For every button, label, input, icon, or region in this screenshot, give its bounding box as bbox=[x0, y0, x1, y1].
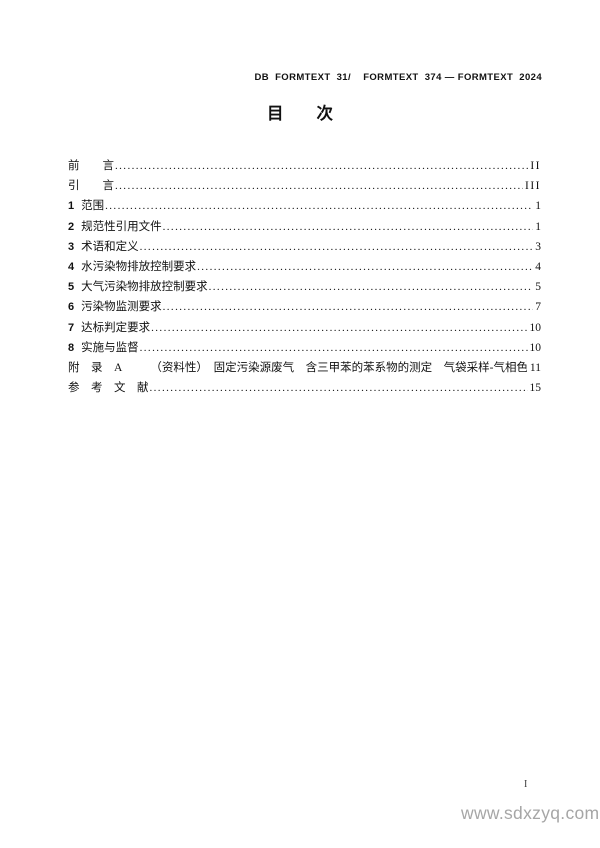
toc-entry[interactable]: 参 考 文 献.................................… bbox=[68, 378, 541, 398]
toc-entry-number: 6 bbox=[68, 301, 75, 314]
toc-entry[interactable]: 7 达标判定要求.................................… bbox=[68, 318, 541, 338]
toc-entry-page-number: 1 bbox=[535, 200, 541, 213]
toc-entry[interactable]: 附 录 A （资料性） 固定污染源废气 含三甲苯的苯系物的测定 气袋采样-气相色… bbox=[68, 358, 541, 378]
toc-entry-page-number: 10 bbox=[529, 341, 542, 354]
toc-dot-leader: ........................................… bbox=[197, 260, 534, 273]
toc-entry-page-number: 15 bbox=[529, 382, 542, 395]
toc-entry[interactable]: 6 污染物监测要求................................… bbox=[68, 297, 541, 317]
toc-entry-page-number: 11 bbox=[529, 361, 541, 374]
toc-entry[interactable]: 前 言.....................................… bbox=[68, 156, 541, 176]
toc-entry-label: 达标判定要求 bbox=[81, 321, 151, 334]
toc-entry-page-number: 1 bbox=[535, 220, 541, 233]
toc-entry-page-number: III bbox=[525, 180, 541, 193]
toc-dot-leader: ........................................… bbox=[149, 382, 528, 395]
toc-dot-leader: ........................................… bbox=[139, 240, 534, 253]
toc-entry-number: 7 bbox=[68, 321, 75, 334]
toc-entry-page-number: 3 bbox=[535, 240, 541, 253]
watermark-url: www.sdxzyq.com bbox=[461, 803, 600, 823]
toc-entry-label: 实施与监督 bbox=[81, 341, 139, 354]
toc-dot-leader: ........................................… bbox=[105, 200, 533, 213]
toc-entry-label: 参 考 文 献 bbox=[68, 382, 149, 395]
toc-dot-leader: ........................................… bbox=[139, 341, 528, 354]
toc-dot-leader: ........................................… bbox=[115, 160, 528, 172]
toc-entry[interactable]: 8 实施与监督..................................… bbox=[68, 338, 541, 358]
toc-entry[interactable]: 5 大气污染物排放控制要求............................… bbox=[68, 277, 541, 297]
footer-page-number: I bbox=[524, 779, 528, 790]
toc-entry-label: 引 言 bbox=[68, 180, 114, 193]
toc-entry-page-number: 5 bbox=[535, 281, 541, 294]
toc-entry-page-number: II bbox=[530, 160, 541, 172]
toc-entry-label: 术语和定义 bbox=[81, 240, 139, 253]
toc-dot-leader: ........................................… bbox=[162, 301, 534, 314]
toc-entry-number: 4 bbox=[68, 260, 75, 273]
toc-entry[interactable]: 4 水污染物排放控制要求.............................… bbox=[68, 257, 541, 277]
toc-dot-leader: ........................................… bbox=[151, 321, 527, 334]
toc-entry-number: 3 bbox=[68, 240, 75, 253]
toc-entry[interactable]: 1 范围.....................................… bbox=[68, 196, 541, 216]
toc-entry[interactable]: 3 术语和定义..................................… bbox=[68, 237, 541, 257]
toc-entry-label: 水污染物排放控制要求 bbox=[81, 260, 197, 273]
table-of-contents: 前 言.....................................… bbox=[68, 156, 541, 398]
toc-entry-number: 1 bbox=[68, 200, 75, 213]
toc-entry-label: 附 录 A （资料性） 固定污染源废气 含三甲苯的苯系物的测定 气袋采样-气相色… bbox=[68, 361, 527, 374]
toc-entry-label: 范围 bbox=[81, 200, 105, 213]
toc-entry-page-number: 7 bbox=[535, 301, 541, 314]
document-code-header: DB FORMTEXT 31/ FORMTEXT 374 — FORMTEXT … bbox=[254, 72, 542, 83]
toc-entry-number: 2 bbox=[68, 220, 75, 233]
toc-entry-label: 规范性引用文件 bbox=[81, 220, 162, 233]
page-title: 目 次 bbox=[267, 104, 333, 123]
toc-entry-label: 前 言 bbox=[68, 160, 114, 172]
toc-dot-leader: ........................................… bbox=[162, 220, 534, 233]
toc-entry-number: 8 bbox=[68, 341, 75, 354]
toc-dot-leader: ........................................… bbox=[208, 281, 534, 294]
toc-dot-leader: ........................................… bbox=[115, 180, 523, 193]
toc-entry[interactable]: 引 言.....................................… bbox=[68, 176, 541, 196]
toc-entry-number: 5 bbox=[68, 281, 75, 294]
toc-entry-page-number: 10 bbox=[529, 321, 542, 334]
toc-entry[interactable]: 2 规范性引用文件................................… bbox=[68, 217, 541, 237]
toc-entry-page-number: 4 bbox=[535, 260, 541, 273]
toc-entry-label: 污染物监测要求 bbox=[81, 301, 162, 314]
toc-entry-label: 大气污染物排放控制要求 bbox=[81, 281, 208, 294]
